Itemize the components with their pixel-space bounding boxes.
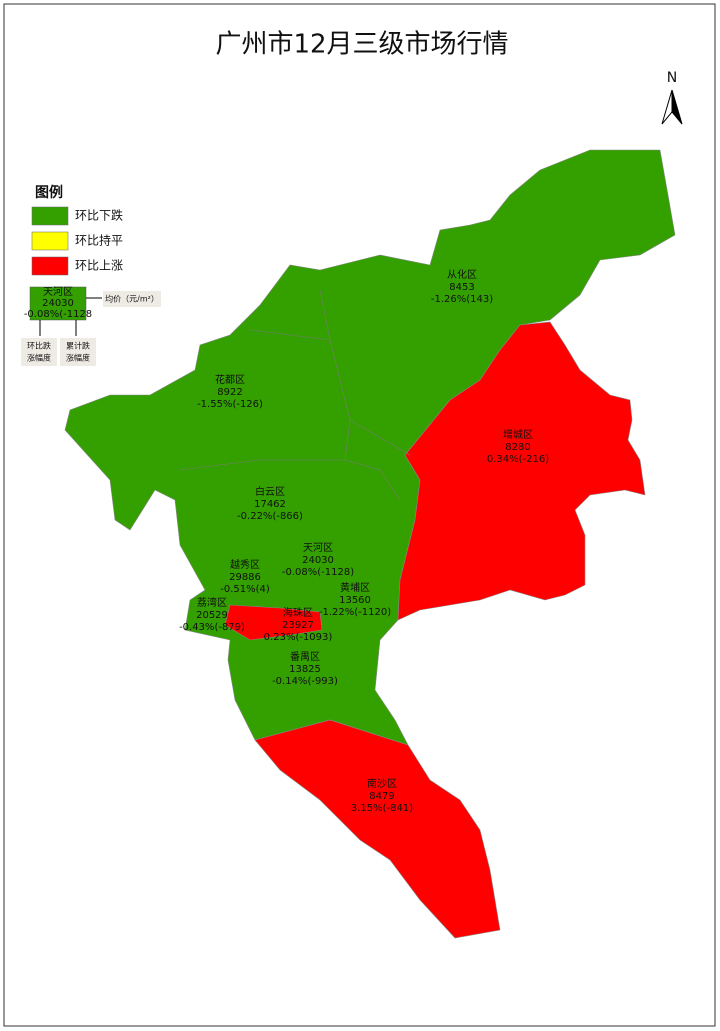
legend-note-box (60, 338, 96, 366)
legend-note-change: 环比跌 (27, 341, 51, 351)
district-change: -0.08%(-1128) (282, 567, 354, 578)
legend-note-change: 涨幅度 (27, 353, 51, 363)
legend-sample-price: 24030 (42, 298, 74, 309)
district-change: -0.22%(-866) (237, 511, 303, 522)
legend-label: 环比持平 (75, 233, 123, 248)
legend-sample-change: -0.08%(-1128 (24, 309, 92, 320)
region-haizhu (224, 604, 323, 641)
district-price: 8280 (505, 442, 530, 453)
region-green (64, 149, 676, 746)
district-change: -0.51%(4) (220, 584, 270, 595)
district-border (179, 289, 411, 501)
legend-sample-box (29, 286, 87, 321)
legend-title: 图例 (35, 184, 63, 201)
frame (3, 3, 716, 1027)
north-arrow (661, 89, 673, 125)
district-price: 17462 (254, 499, 286, 510)
legend-swatch (31, 206, 69, 226)
district-name: 花都区 (215, 373, 245, 386)
district-price: 8453 (449, 282, 474, 293)
district-name: 增城区 (503, 428, 533, 441)
district-change: 0.34%(-216) (487, 454, 549, 465)
north-label: N (667, 70, 677, 86)
district-name: 天河区 (303, 542, 333, 554)
legend-label: 环比上涨 (75, 258, 123, 273)
map-title: 广州市12月三级市场行情 (215, 30, 508, 60)
district-price: 20529 (196, 610, 228, 621)
district-price: 8479 (369, 791, 394, 802)
legend-label: 环比下跌 (75, 208, 123, 223)
legend-note-box (21, 338, 57, 366)
district-price: 13560 (339, 595, 371, 606)
north-arrow (671, 89, 683, 125)
district-name: 番禺区 (290, 651, 320, 663)
district-price: 29886 (229, 572, 261, 583)
district-name: 海珠区 (283, 606, 313, 619)
district-change: -1.22%(-1120) (319, 607, 391, 618)
region-zengcheng (397, 321, 646, 621)
legend-note-cumulative: 累计跌 (66, 341, 90, 351)
district-price: 8922 (217, 387, 242, 398)
district-change: 3.15%(-841) (351, 803, 413, 814)
legend-note-box (103, 291, 161, 307)
district-change: -1.26%(143) (431, 294, 493, 305)
district-price: 24030 (302, 555, 334, 566)
district-name: 从化区 (447, 268, 477, 281)
legend-sample-name: 天河区 (43, 286, 73, 298)
district-price: 13825 (289, 664, 321, 675)
district-change: -1.55%(-126) (197, 399, 263, 410)
district-name: 白云区 (255, 485, 285, 498)
district-name: 越秀区 (230, 558, 260, 571)
district-price: 23927 (282, 620, 314, 631)
district-name: 荔湾区 (197, 596, 227, 609)
legend-swatch (31, 256, 69, 276)
legend-swatch (31, 231, 69, 251)
district-change: -0.43%(-879) (179, 622, 245, 633)
district-name: 黄埔区 (340, 581, 370, 594)
legend-note-price: 均价（元/m²） (105, 294, 159, 304)
legend-note-cumulative: 涨幅度 (66, 353, 90, 363)
district-name: 南沙区 (367, 777, 397, 790)
region-nansha (254, 719, 501, 939)
district-change: -0.14%(-993) (272, 676, 338, 687)
district-change: 0.23%(-1093) (264, 632, 333, 643)
